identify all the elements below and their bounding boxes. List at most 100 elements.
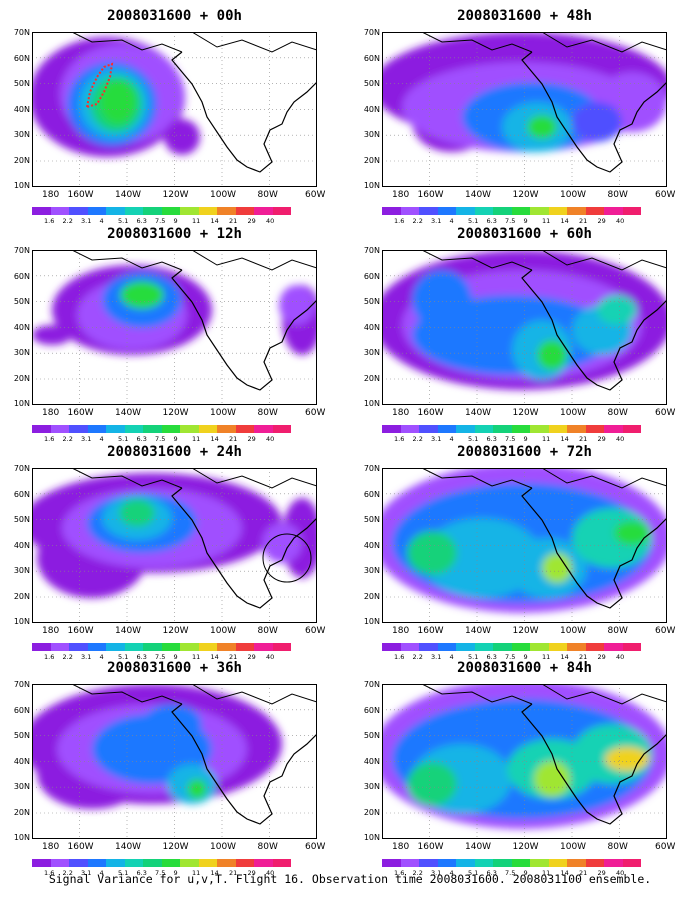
colorbar-swatch: [50, 207, 69, 215]
colorbar-label: 3.1: [431, 653, 442, 661]
colorbar-label: 14: [560, 869, 569, 877]
lon-label: 80W: [257, 190, 278, 200]
colorbar-swatch: [217, 425, 236, 433]
lon-label: 120W: [512, 626, 539, 636]
lon-label: 80W: [257, 626, 278, 636]
colorbar-swatch: [437, 207, 456, 215]
colorbar-label: 6.3: [486, 217, 497, 225]
lat-label: 20N: [363, 155, 380, 165]
lat-label: 70N: [13, 464, 30, 473]
lat-label: 20N: [363, 373, 380, 383]
lat-label: 20N: [363, 591, 380, 601]
colorbar-swatch: [87, 207, 106, 215]
lat-label: 20N: [13, 591, 30, 601]
lat-label: 10N: [363, 399, 380, 408]
colorbar-label: 2.2: [412, 653, 423, 661]
coastline: [421, 32, 667, 53]
colorbar-swatch: [235, 425, 254, 433]
colorbar-swatch: [32, 643, 51, 651]
colorbar-label: 29: [247, 435, 256, 443]
colorbar-label: 7.5: [155, 869, 166, 877]
colorbar-label: 11: [542, 435, 551, 443]
colorbar-label: 2.2: [412, 435, 423, 443]
lon-label: 140W: [465, 626, 492, 636]
coastline: [521, 703, 667, 825]
colorbar-label: 14: [560, 435, 569, 443]
colorbar-swatch: [87, 859, 106, 867]
map-frame: [382, 32, 667, 187]
lat-label: 40N: [363, 104, 380, 114]
colorbar-label: 1.6: [394, 435, 405, 443]
variance-map: [32, 32, 317, 187]
colorbar-label: 40: [266, 217, 275, 225]
colorbar-label: 29: [597, 435, 606, 443]
lat-label: 50N: [13, 515, 30, 524]
colorbar-label: 40: [266, 653, 275, 661]
colorbar-swatch: [235, 859, 254, 867]
colorbar-label: 14: [560, 217, 569, 225]
colorbar-swatch: [254, 425, 273, 433]
colorbar-swatch: [180, 425, 199, 433]
lat-label: 70N: [13, 28, 30, 37]
coastline: [171, 51, 317, 173]
colorbar-swatch: [585, 643, 604, 651]
colorbar: [32, 425, 291, 433]
variance-contour: [542, 553, 572, 583]
lon-label: 160W: [67, 190, 94, 200]
colorbar-swatch: [456, 859, 475, 867]
lat-label: 20N: [13, 807, 30, 817]
map-frame: [32, 468, 317, 623]
colorbar-swatch: [474, 859, 493, 867]
coastline: [71, 32, 317, 53]
panel-title: 2008031600 + 00h: [107, 8, 242, 24]
coastline: [421, 684, 667, 705]
colorbar-labels: 1.6 2.2 3.1 4 5.1 6.3 7.5 9 11 14 21 29 40: [382, 435, 652, 444]
colorbar-label: 3.1: [81, 653, 92, 661]
colorbar-label: 11: [542, 653, 551, 661]
variance-contour: [120, 281, 164, 309]
variance-contour: [187, 779, 207, 799]
colorbar-swatch: [493, 425, 512, 433]
map-panel: 2008031600 + 84h 70N 60N 50N 40N 30N 20N 10N 180…: [350, 660, 676, 877]
colorbar-swatch: [530, 207, 549, 215]
colorbar-label: 2.2: [62, 217, 73, 225]
lon-label: 180: [392, 190, 410, 200]
variance-contour: [527, 115, 557, 139]
colorbar-label: 2.2: [412, 217, 423, 225]
colorbar-swatch: [124, 425, 143, 433]
lon-label: 180: [42, 842, 60, 852]
lat-label: 10N: [363, 833, 380, 842]
lon-label: 60W: [305, 190, 326, 200]
colorbar-swatch: [474, 643, 493, 651]
variance-contour: [537, 340, 567, 370]
coastline: [71, 684, 317, 705]
lat-label: 70N: [363, 464, 380, 473]
coastline: [171, 703, 317, 825]
lon-label: 140W: [115, 842, 142, 852]
lon-label: 100W: [560, 626, 587, 636]
lat-label: 70N: [363, 28, 380, 37]
colorbar-swatch: [106, 425, 125, 433]
colorbar-label: 6.3: [486, 869, 497, 877]
lat-label: 30N: [13, 566, 30, 575]
colorbar-swatch: [382, 643, 401, 651]
colorbar-swatch: [437, 643, 456, 651]
colorbar-labels: 1.6 2.2 3.1 4 5.1 6.3 7.5 9 11 14 21 29 40: [32, 217, 302, 226]
coastline: [521, 51, 667, 173]
lon-label: 160W: [67, 626, 94, 636]
colorbar-swatch: [124, 643, 143, 651]
colorbar-swatch: [622, 207, 641, 215]
lon-label: 80W: [607, 408, 628, 418]
lat-label: 50N: [13, 79, 30, 88]
colorbar-swatch: [69, 207, 88, 215]
colorbar-swatch: [235, 643, 254, 651]
colorbar-label: 11: [542, 869, 551, 877]
lon-label: 180: [392, 408, 410, 418]
colorbar-swatch: [604, 643, 623, 651]
lon-label: 60W: [655, 626, 676, 636]
lon-label: 180: [42, 408, 60, 418]
lon-label: 140W: [115, 190, 142, 200]
lat-label: 30N: [363, 782, 380, 791]
colorbar-label: 9: [523, 217, 528, 225]
variance-contour: [614, 521, 650, 545]
